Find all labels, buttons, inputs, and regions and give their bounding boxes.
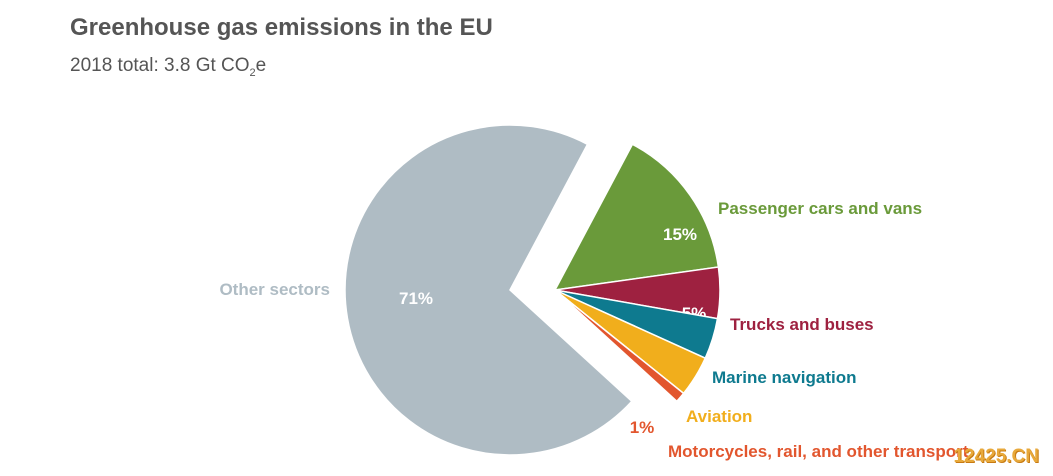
- chart-subtitle: 2018 total: 3.8 Gt CO2e: [70, 55, 266, 79]
- watermark-logo: 12425.CN: [953, 446, 1039, 467]
- category-label-passenger-cars-and-vans: Passenger cars and vans: [718, 199, 922, 218]
- pie-slice-motorcycles-rail-and-other-transport: [554, 289, 685, 403]
- value-label-other-sectors: 71%: [399, 289, 433, 308]
- pie-slice-other-sectors: [344, 124, 633, 456]
- subtitle-suffix: e: [255, 55, 267, 76]
- category-label-aviation: Aviation: [686, 407, 752, 426]
- subtitle-prefix: 2018 total: 3.8 Gt CO: [70, 55, 250, 76]
- pie-slice-passenger-cars-and-vans: [553, 143, 720, 291]
- category-label-other-sectors: Other sectors: [219, 280, 330, 299]
- category-label-motorcycles-rail-and-other-transport: Motorcycles, rail, and other transport: [668, 442, 969, 461]
- value-label-passenger-cars-and-vans: 15%: [663, 225, 697, 244]
- chart-title: Greenhouse gas emissions in the EU: [70, 14, 493, 41]
- category-label-trucks-and-buses: Trucks and buses: [730, 315, 874, 334]
- subtitle-subscript: 2: [249, 67, 256, 79]
- value-label-motorcycles-rail-and-other-transport: 1%: [630, 418, 655, 437]
- category-label-marine-navigation: Marine navigation: [712, 368, 857, 387]
